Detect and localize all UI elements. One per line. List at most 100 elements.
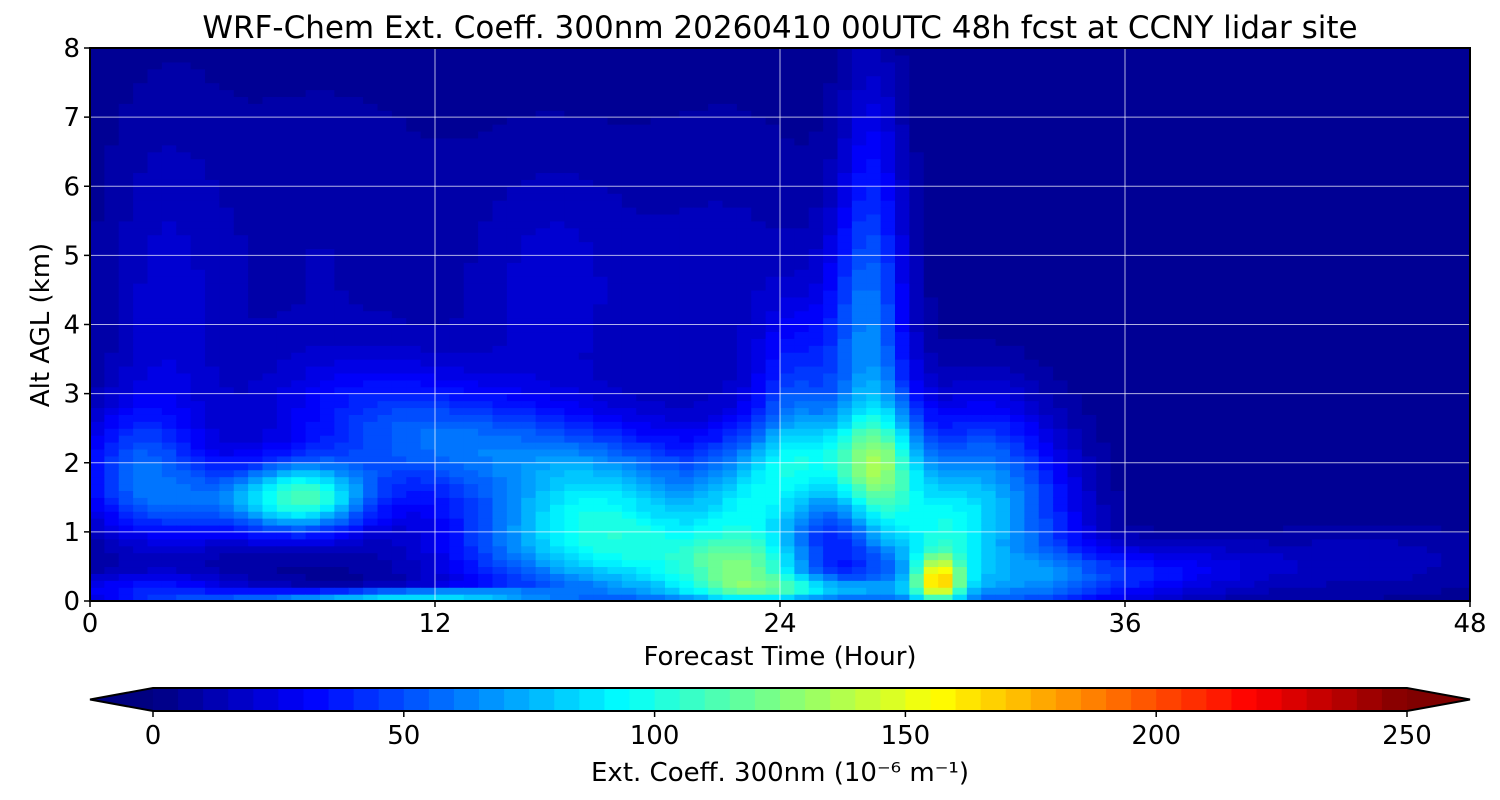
heatmap-cell [305,317,321,326]
heatmap-cell [665,283,680,291]
heatmap-cell [607,338,623,346]
heatmap-cell [823,186,839,194]
heatmap-cell [966,317,982,326]
heatmap-cell [837,82,853,91]
heatmap-cell [550,68,565,77]
heatmap-cell [118,151,134,160]
heatmap-cell [248,504,264,512]
heatmap-cell [679,262,695,270]
heatmap-cell [435,144,450,153]
heatmap-cell [823,117,839,125]
heatmap-cell [176,414,192,422]
heatmap-cell [909,324,925,333]
heatmap-cell [909,158,925,167]
heatmap-cell [219,283,235,291]
heatmap-cell [794,580,810,588]
heatmap-cell [952,137,968,146]
heatmap-cell [219,172,235,180]
heatmap-cell [966,442,982,450]
heatmap-cell [205,518,220,526]
heatmap-cell [765,448,781,457]
heatmap-cell [190,296,206,305]
heatmap-cell [205,483,220,491]
heatmap-cell [895,573,910,581]
heatmap-cell [449,255,465,263]
heatmap-cell [708,365,724,374]
heatmap-cell [607,372,623,381]
heatmap-cell [104,186,120,194]
heatmap-cell [679,193,695,201]
heatmap-cell [607,234,623,243]
heatmap-cell [161,483,177,491]
heatmap-cell [463,68,479,77]
heatmap-cell [866,151,882,160]
heatmap-cell [406,393,422,402]
heatmap-cell [722,331,738,339]
heatmap-cell [564,331,580,339]
heatmap-cell [291,130,307,139]
heatmap-cell [665,151,680,160]
heatmap-cell [176,587,192,595]
heatmap-cell [521,317,537,326]
heatmap-cell [104,393,120,402]
heatmap-cell [895,296,910,305]
heatmap-cell [593,151,609,160]
heatmap-cell [190,511,206,519]
heatmap-cell [161,559,177,568]
heatmap-cell [219,331,235,339]
heatmap-cell [420,559,436,568]
heatmap-cell [348,442,364,450]
heatmap-cell [593,158,609,167]
heatmap-cell [593,462,609,471]
heatmap-cell [851,289,867,298]
heatmap-cell [780,241,795,250]
heatmap-cell [981,538,997,547]
heatmap-cell [291,407,307,415]
heatmap-cell [334,372,350,381]
heatmap-cell [147,158,163,167]
heatmap-cell [708,421,724,429]
heatmap-cell [233,310,249,319]
heatmap-cell [363,379,379,388]
heatmap-cell [233,428,249,436]
heatmap-cell [650,110,666,118]
heatmap-cell [679,179,695,187]
heatmap-cell [550,587,565,595]
heatmap-cell [593,497,609,505]
heatmap-cell [851,365,867,374]
heatmap-cell [118,407,134,415]
heatmap-cell [722,227,738,236]
heatmap-cell [161,476,177,485]
heatmap-cell [435,82,450,91]
heatmap-cell [205,338,220,346]
heatmap-cell [938,289,954,298]
heatmap-cell [276,483,292,491]
heatmap-cell [391,359,407,367]
heatmap-cell [593,117,609,125]
heatmap-cell [118,213,134,222]
heatmap-cell [679,137,695,146]
heatmap-cell [851,158,867,167]
heatmap-cell [161,130,177,139]
heatmap-cell [751,483,767,491]
heatmap-cell [305,476,321,485]
heatmap-cell [320,324,335,333]
heatmap-cell [391,248,407,256]
heatmap-cell [521,75,537,84]
heatmap-cell [736,594,752,601]
heatmap-cell [406,165,422,174]
heatmap-cell [722,89,738,97]
heatmap-cell [320,48,335,56]
heatmap-cell [751,538,767,547]
heatmap-cell [621,82,637,91]
heatmap-cell [895,455,910,464]
heatmap-cell [449,200,465,208]
heatmap-cell [851,421,867,429]
heatmap-cell [866,365,882,374]
heatmap-cell [205,393,220,402]
heatmap-cell [665,435,680,443]
heatmap-cell [233,165,249,174]
heatmap-cell [909,483,925,491]
heatmap-cell [794,151,810,160]
heatmap-cell [607,324,623,333]
